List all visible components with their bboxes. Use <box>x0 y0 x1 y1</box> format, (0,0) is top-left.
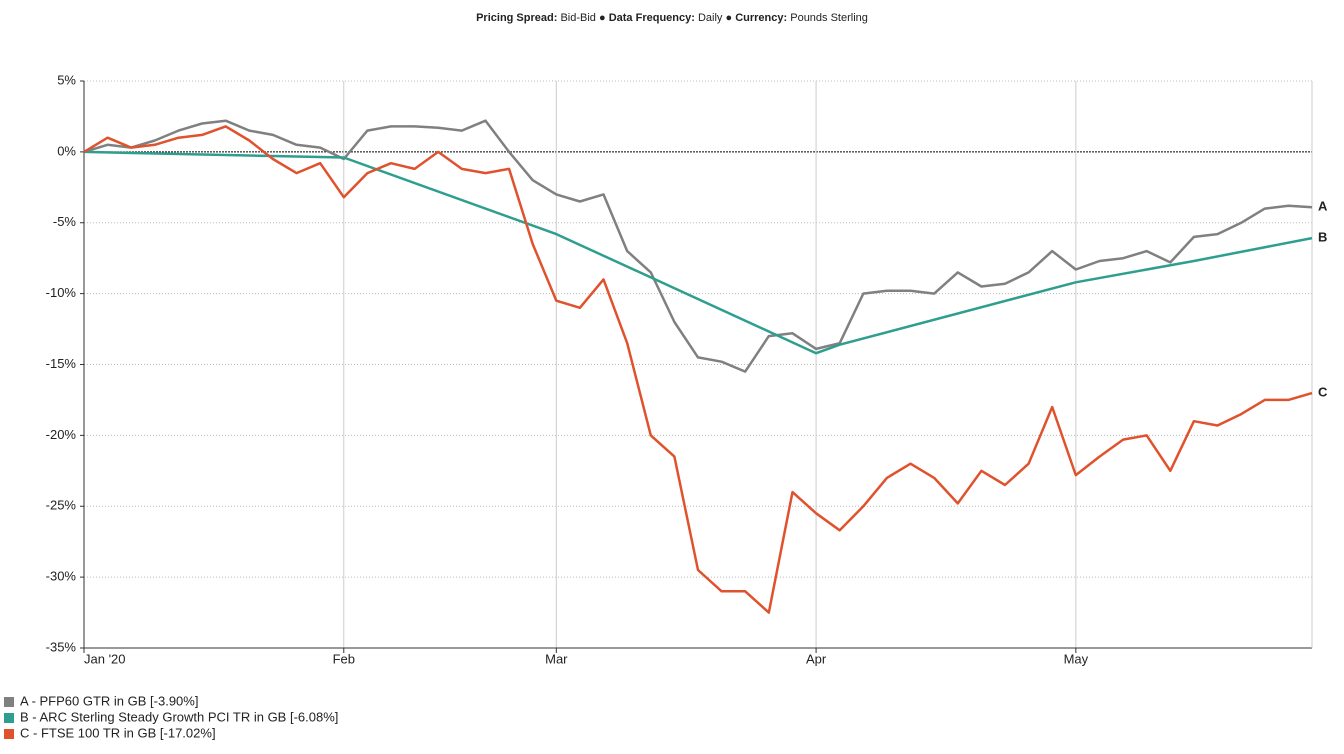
y-tick-label: -35% <box>46 639 77 654</box>
y-tick-label: -20% <box>46 427 77 442</box>
header-label: Currency: <box>735 12 787 24</box>
line <box>83 150 1313 355</box>
line <box>83 125 1313 614</box>
legend-swatch <box>4 713 14 723</box>
separator: ● <box>599 12 606 24</box>
y-tick-label: -15% <box>46 356 77 371</box>
y-tick-label: -5% <box>53 214 77 229</box>
y-tick-label: 5% <box>57 72 76 87</box>
legend-swatch <box>4 697 14 707</box>
x-tick-label: Mar <box>545 651 568 666</box>
end-label: C <box>1318 385 1328 400</box>
header-label: Pricing Spread: <box>476 12 557 24</box>
x-tick-label: Feb <box>333 651 355 666</box>
plot-area <box>84 81 1312 648</box>
y-tick-label: -30% <box>46 569 77 584</box>
x-tick-label: May <box>1064 651 1089 666</box>
end-label: B <box>1318 229 1327 244</box>
x-tick-label: Jan '20 <box>84 651 126 666</box>
y-tick-label: 0% <box>57 143 76 158</box>
x-tick-label: Apr <box>806 651 827 666</box>
legend-label: B - ARC Sterling Steady Growth PCI TR in… <box>20 709 338 724</box>
header-value: Pounds Sterling <box>790 12 868 24</box>
header-value: Bid-Bid <box>560 12 595 24</box>
separator: ● <box>725 12 732 24</box>
header-value: Daily <box>698 12 723 24</box>
end-label: A <box>1318 199 1328 214</box>
header: Pricing Spread: Bid-Bid ● Data Frequency… <box>476 12 868 24</box>
y-tick-label: -10% <box>46 285 77 300</box>
legend-label: A - PFP60 GTR in GB [-3.90%] <box>20 693 198 708</box>
legend-label: C - FTSE 100 TR in GB [-17.02%] <box>20 725 216 740</box>
y-tick-label: -25% <box>46 498 77 513</box>
header-label: Data Frequency: <box>609 12 695 24</box>
line <box>83 119 1313 373</box>
legend-swatch <box>4 729 14 739</box>
